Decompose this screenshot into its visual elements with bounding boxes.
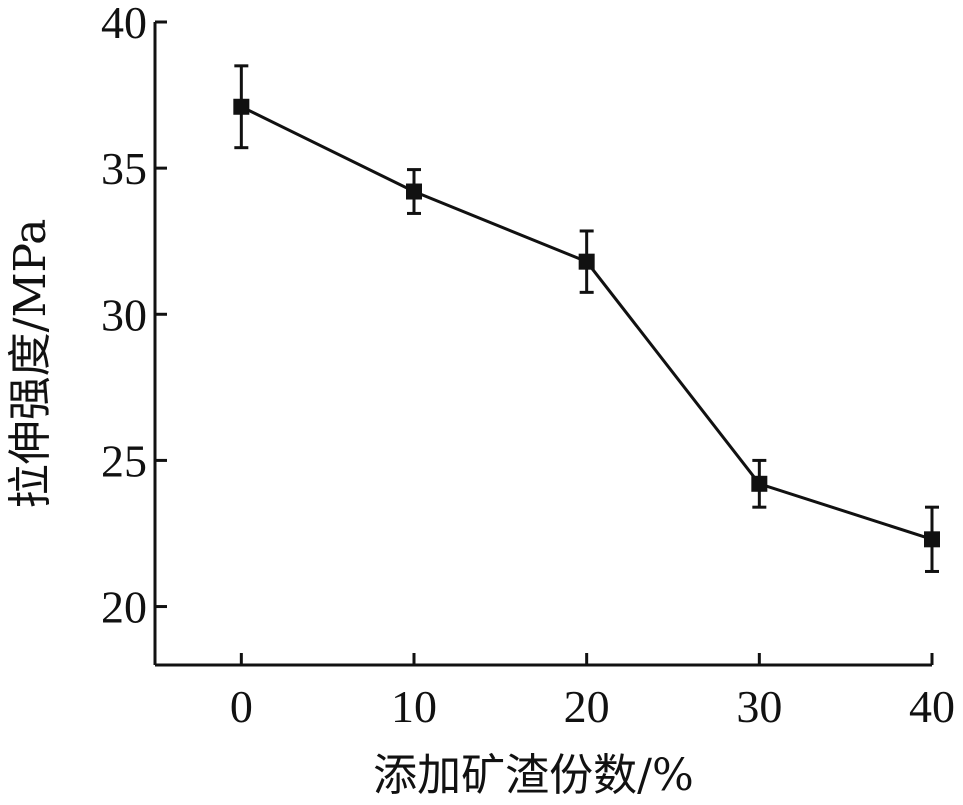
y-tick-label: 30 <box>101 289 147 340</box>
y-tick-label: 40 <box>101 0 147 48</box>
x-tick-label: 10 <box>391 681 437 732</box>
axes <box>153 22 932 667</box>
data-point <box>233 98 250 115</box>
y-tick-label: 35 <box>101 143 147 194</box>
x-tick-label: 20 <box>564 681 610 732</box>
data-point <box>924 531 940 548</box>
y-tick-label: 20 <box>101 582 147 633</box>
y-axis-title: 拉伸强度/MPa <box>5 219 56 509</box>
plot-area <box>233 64 940 573</box>
x-tick-label: 0 <box>230 681 253 732</box>
data-point <box>751 475 768 492</box>
x-ticks: 0 10 20 30 40 <box>230 653 955 732</box>
y-tick-label: 25 <box>101 435 147 486</box>
series-line <box>240 105 933 541</box>
y-ticks: 20 25 30 35 40 <box>101 0 167 633</box>
x-axis-title: 添加矿渣份数/% <box>373 750 694 801</box>
data-point <box>578 253 595 270</box>
data-point <box>406 183 422 200</box>
x-tick-label: 30 <box>736 681 782 732</box>
x-tick-label: 40 <box>909 681 955 732</box>
